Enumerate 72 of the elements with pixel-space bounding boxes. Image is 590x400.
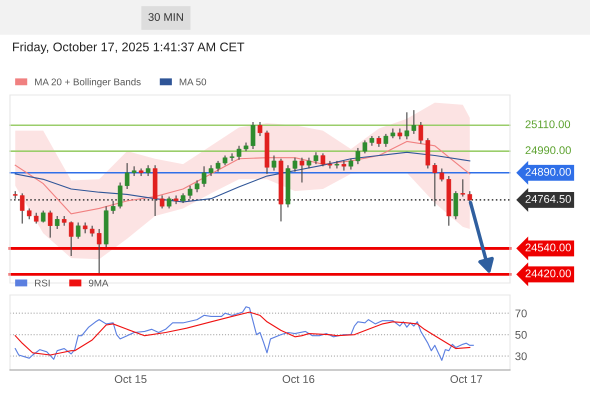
- candlestick: [432, 162, 438, 207]
- candlestick: [460, 178, 466, 198]
- candlestick: [76, 222, 80, 240]
- line-series: [14, 306, 474, 361]
- ref-line-label: 24890.00: [526, 168, 571, 176]
- y-tick-label: 70: [515, 309, 527, 318]
- candlestick: [342, 160, 346, 172]
- candlestick: [48, 210, 53, 238]
- x-tick-label: Oct 16: [282, 375, 314, 384]
- candlestick: [390, 128, 396, 139]
- x-tick-label: Oct 15: [114, 375, 147, 384]
- candlestick: [208, 164, 214, 177]
- candlestick: [40, 210, 46, 224]
- legend-label: RSI: [35, 280, 50, 286]
- chart-subtitle: Friday, October 17, 2025 1:41:37 AM CET: [13, 42, 244, 54]
- legend-label: MA 50: [180, 78, 206, 86]
- candlestick: [216, 160, 220, 172]
- candlestick: [110, 200, 116, 214]
- candlestick: [250, 121, 256, 150]
- candlestick: [132, 166, 136, 177]
- ref-line-label: 25110.00: [526, 120, 570, 128]
- candlestick: [258, 121, 262, 137]
- candlestick: [292, 157, 298, 172]
- y-tick-label: 50: [515, 330, 527, 339]
- candlestick: [314, 152, 318, 165]
- candlestick: [384, 133, 388, 148]
- candlestick: [54, 215, 60, 230]
- candlestick: [166, 196, 172, 210]
- line-series: [14, 312, 470, 356]
- legend-label: 9MA: [88, 280, 108, 286]
- candlestick: [236, 145, 242, 160]
- ref-line-label: 24990.00: [526, 146, 571, 154]
- candlestick: [118, 182, 122, 210]
- candlestick: [356, 147, 360, 165]
- candlestick: [272, 154, 276, 172]
- y-tick-label: 30: [515, 352, 527, 360]
- candlestick: [82, 222, 88, 234]
- candlestick: [370, 136, 374, 146]
- candlestick: [68, 220, 74, 257]
- text: 30 MIN: [148, 13, 183, 21]
- legend-label: MA 20 + Bollinger Bands: [35, 78, 141, 88]
- candlestick: [26, 208, 32, 220]
- candlestick: [180, 192, 186, 204]
- candlestick: [20, 192, 25, 224]
- candlestick: [160, 194, 164, 210]
- ref-line-label: 24540.00: [526, 244, 571, 252]
- candlestick: [62, 215, 67, 226]
- candlestick: [146, 164, 150, 177]
- candlestick: [418, 121, 424, 144]
- candlestick: [202, 166, 206, 188]
- candlestick: [306, 157, 312, 170]
- candlestick: [194, 180, 200, 193]
- ref-line-label: 24420.00: [526, 269, 571, 278]
- candlestick: [300, 157, 304, 184]
- x-tick-label: Oct 17: [450, 375, 482, 384]
- candlestick: [188, 185, 192, 200]
- candlestick: [320, 152, 326, 167]
- candlestick: [376, 136, 382, 148]
- candlestick: [12, 190, 18, 200]
- candlestick: [453, 190, 458, 220]
- candlestick: [34, 212, 39, 224]
- candlestick: [222, 154, 228, 166]
- candlestick: [404, 112, 410, 140]
- candlestick: [398, 128, 402, 140]
- candlestick: [348, 158, 354, 170]
- candlestick: [362, 140, 368, 154]
- candlestick: [96, 228, 102, 274]
- candlestick: [124, 162, 130, 190]
- candlestick: [412, 110, 416, 134]
- ref-line-label: 24764.50: [526, 195, 571, 203]
- candlestick: [90, 225, 94, 238]
- candlestick: [440, 168, 444, 182]
